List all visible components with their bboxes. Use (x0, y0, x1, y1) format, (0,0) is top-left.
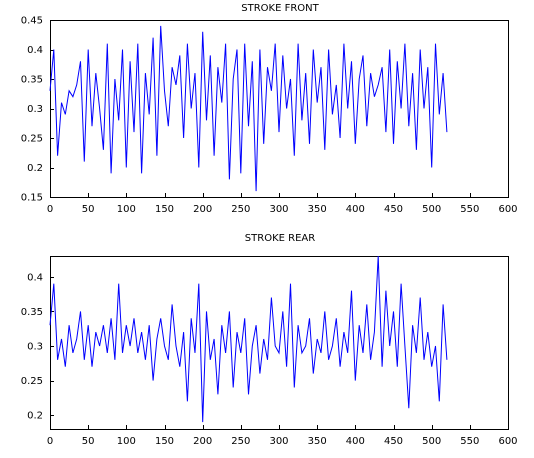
x-tick-label: 0 (47, 204, 53, 215)
x-tick-label: 600 (498, 436, 517, 447)
x-tick-label: 350 (308, 204, 327, 215)
x-tick-label: 600 (498, 204, 517, 215)
x-tick-label: 150 (155, 436, 174, 447)
x-tick-label: 250 (231, 436, 250, 447)
x-tick-label: 50 (82, 436, 95, 447)
x-tick-label: 150 (155, 204, 174, 215)
x-tick-label: 300 (269, 436, 288, 447)
y-tick-label: 0.4 (27, 45, 43, 56)
y-tick-label: 0.2 (27, 411, 43, 422)
y-tick-label: 0.25 (21, 376, 43, 387)
x-tick-label: 200 (193, 436, 212, 447)
y-tick-label: 0.35 (21, 307, 43, 318)
y-tick-label: 0.25 (21, 134, 43, 145)
y-tick-label: 0.2 (27, 163, 43, 174)
chart-title: STROKE REAR (245, 233, 315, 244)
x-tick-label: 400 (346, 204, 365, 215)
stroke-rear-panel: STROKE REAR 0 50 100 150 200 250 300 350 400 450 5… (21, 233, 518, 447)
x-tick-label: 450 (384, 204, 403, 215)
x-tick-label: 550 (460, 204, 479, 215)
stroke-front-panel: STROKE FRONT 0 50 100 150 200 250 300 350 400 450… (21, 3, 518, 215)
x-tick-label: 550 (460, 436, 479, 447)
y-tick-label: 0.3 (27, 104, 43, 115)
y-tick-label: 0.15 (21, 193, 43, 204)
x-tick-label: 200 (193, 204, 212, 215)
x-tick-label: 500 (422, 204, 441, 215)
x-tick-label: 450 (384, 436, 403, 447)
x-tick-label: 500 (422, 436, 441, 447)
x-tick-label: 100 (117, 436, 136, 447)
x-tick-label: 350 (308, 436, 327, 447)
chart-title: STROKE FRONT (241, 3, 319, 14)
x-tick-label: 100 (117, 204, 136, 215)
series-line (49, 25, 448, 192)
x-tick-label: 250 (231, 204, 250, 215)
x-tick-label: 300 (269, 204, 288, 215)
y-tick-label: 0.3 (27, 341, 43, 352)
plot-frame (50, 256, 509, 430)
y-tick-label: 0.45 (21, 16, 43, 27)
y-tick-label: 0.35 (21, 75, 43, 86)
x-tick-label: 50 (82, 204, 95, 215)
x-tick-label: 0 (47, 436, 53, 447)
x-tick-label: 400 (346, 436, 365, 447)
y-tick-label: 0.4 (27, 272, 43, 283)
series-line (49, 255, 448, 423)
